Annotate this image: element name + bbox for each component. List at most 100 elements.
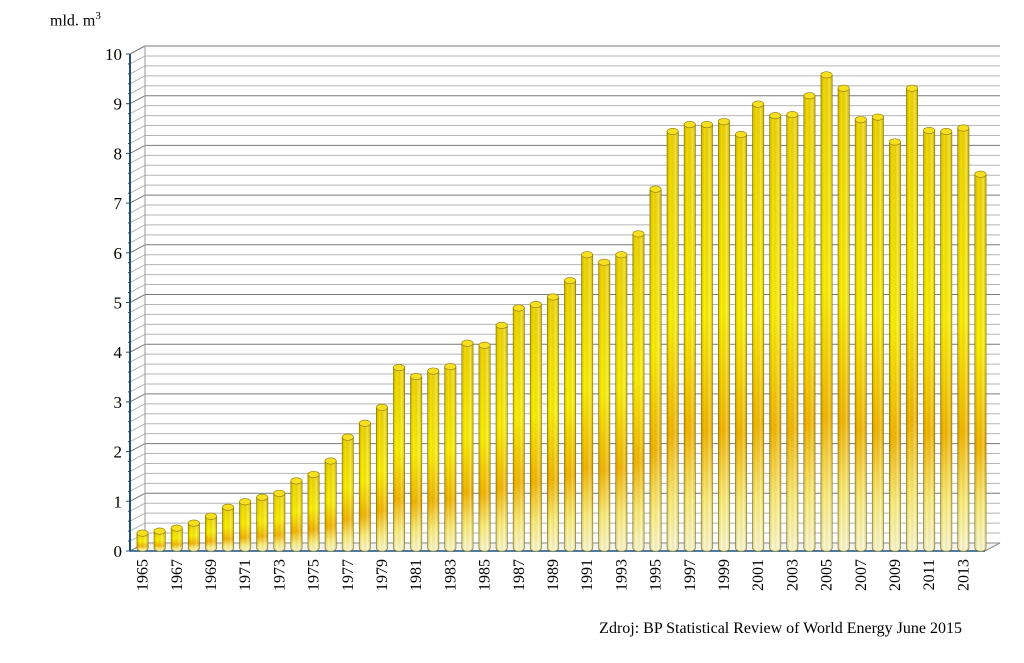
bar	[512, 304, 525, 552]
gridline-side	[129, 373, 146, 383]
gridline-side	[129, 224, 146, 234]
bar	[957, 124, 970, 552]
y-tick-labels: 0 1 2 3 4 5 6 7 8 9 10	[105, 45, 123, 561]
bar	[444, 363, 457, 552]
gridline-side	[129, 234, 146, 244]
bar	[495, 321, 508, 552]
bar	[683, 121, 696, 552]
x-tick-label: 1969	[203, 559, 220, 591]
gridline-side	[129, 214, 146, 224]
x-tick-label: 2007	[853, 559, 870, 591]
gridline-side	[129, 284, 146, 294]
bar	[478, 341, 491, 552]
gridline-side	[129, 144, 146, 154]
bar	[906, 84, 918, 552]
y-tick-label: 8	[114, 144, 123, 163]
bar	[324, 457, 337, 552]
bar	[615, 251, 628, 552]
x-tick-label: 1973	[271, 559, 288, 591]
x-tick-label: 2003	[784, 559, 801, 591]
bar	[889, 138, 901, 552]
gridline-side	[129, 244, 146, 254]
gridline-side	[129, 204, 146, 214]
source-note: Zdroj: BP Statistical Review of World En…	[599, 620, 962, 637]
bar	[752, 100, 765, 552]
x-tick-label: 2009	[887, 559, 904, 591]
bar	[923, 127, 936, 552]
y-tick-label: 7	[114, 194, 123, 213]
x-tick-label: 1979	[374, 559, 391, 591]
bar	[205, 512, 217, 552]
gridline-side	[129, 184, 146, 194]
bar	[136, 529, 149, 552]
bar	[649, 185, 662, 552]
gridline-side	[129, 65, 146, 75]
y-tick-label: 6	[114, 244, 123, 263]
gridline-side	[129, 363, 146, 373]
x-tick-label: 1987	[511, 559, 528, 591]
bar	[307, 470, 320, 552]
bar	[786, 111, 799, 552]
bar	[256, 493, 269, 552]
x-tick-label: 1977	[340, 559, 357, 591]
gridline-side	[129, 383, 146, 393]
gridline-side	[129, 45, 146, 55]
gridline-side	[129, 492, 146, 502]
y-tick-label: 10	[105, 45, 122, 64]
x-tick-label: 1999	[716, 559, 733, 591]
axes	[126, 53, 1001, 552]
x-tick-label: 1993	[613, 559, 630, 591]
bar	[427, 367, 440, 552]
x-tick-label: 1991	[579, 559, 596, 591]
x-tick-label: 2005	[819, 559, 836, 591]
gridline-side	[129, 433, 146, 443]
bar	[529, 300, 542, 552]
gridline-side	[129, 194, 146, 204]
bar	[854, 116, 867, 552]
bar	[940, 128, 953, 552]
bars	[136, 71, 987, 552]
x-tick-label: 1967	[169, 559, 186, 591]
x-tick-label: 1995	[648, 559, 665, 591]
x-tick-label: 1989	[545, 559, 562, 591]
bar	[290, 477, 303, 552]
gridline-side	[129, 323, 146, 333]
gridline-side	[129, 403, 146, 413]
x-tick-labels: 1965 1967 1969 1971 1973 1975 1977 1979 1981 1983…	[135, 559, 973, 591]
x-tick-label: 2001	[750, 559, 767, 591]
bar	[564, 277, 576, 552]
gridline-side	[129, 453, 146, 462]
y-axis-unit-label: mld. m3	[50, 10, 101, 30]
y-tick-label: 3	[114, 393, 123, 412]
bar	[547, 293, 559, 552]
gridline-side	[129, 55, 146, 65]
gridline-side	[129, 343, 146, 353]
gridline-side	[129, 154, 146, 164]
gridline-side	[129, 522, 146, 532]
x-tick-label: 1997	[682, 559, 699, 591]
bar	[837, 84, 850, 552]
y-axis-unit-text: mld. m	[50, 12, 96, 30]
bar	[410, 373, 423, 552]
gridline-side	[129, 423, 146, 433]
bar	[735, 130, 747, 552]
bar	[376, 403, 388, 552]
gridline-side	[129, 502, 146, 512]
gridline-side	[129, 294, 146, 303]
bar	[170, 524, 183, 552]
x-tick-label: 1971	[237, 559, 254, 591]
gridline-side	[129, 443, 146, 453]
x-tick-label: 1985	[477, 559, 494, 591]
bar	[666, 128, 679, 552]
gridline-side	[129, 303, 146, 313]
gridline-side	[129, 353, 146, 363]
x-tick-label: 1983	[442, 559, 459, 591]
bar	[222, 503, 234, 552]
y-axis-unit-superscript: 3	[95, 10, 101, 22]
gridline-side	[129, 274, 146, 284]
gridline-side	[129, 125, 146, 134]
gridline-side	[129, 472, 146, 482]
y-tick-label: 4	[114, 343, 123, 362]
x-tick-label: 2011	[921, 559, 938, 590]
